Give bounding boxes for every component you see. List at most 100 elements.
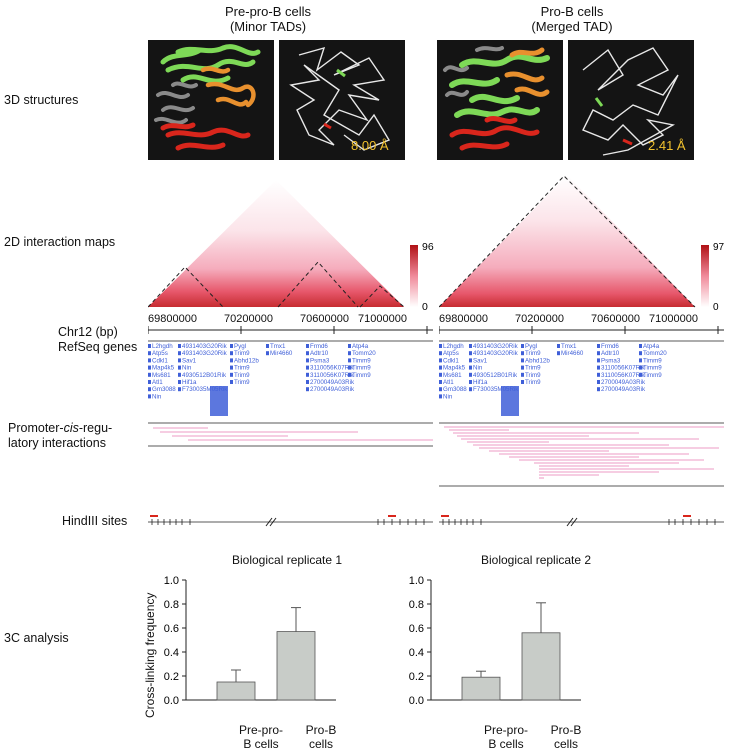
right-tick-2: 70200000 <box>515 313 564 325</box>
left-gene-block <box>148 351 151 356</box>
chart2-cat1-label: Pre-pro- B cells <box>476 723 536 751</box>
left-gene-label: 3110056K07Rik <box>310 372 354 379</box>
left-gene-label: Ms681 <box>152 372 171 379</box>
left-gene-block <box>266 351 269 356</box>
right-gene-label: Map4k5 <box>443 365 466 372</box>
left-gene-label: Trim9 <box>234 379 250 386</box>
right-colorbar-min: 0 <box>713 302 719 313</box>
label-2d-maps: 2D interaction maps <box>4 235 116 249</box>
chart1-cat2-label: Pro-B cells <box>291 723 351 751</box>
left-gene-label: Nin <box>182 365 192 372</box>
left-gene-label: F730035M05Rik <box>182 386 228 393</box>
chart2-ytick-label: 0.6 <box>409 623 424 635</box>
right-gene-label: Timm9 <box>643 365 662 372</box>
left-gene-label: Timm9 <box>352 357 371 364</box>
chart1-cat2-line1: Pro-B <box>305 723 337 737</box>
chart2-ytick-label: 1.0 <box>409 575 424 587</box>
chart2-bar-2 <box>521 632 561 701</box>
chart2-plot: 0.0 0.2 0.4 0.6 0.8 1.0 <box>409 575 581 707</box>
left-gene-block <box>306 380 309 384</box>
right-gene-label: Ms681 <box>443 372 462 379</box>
left-gene-label: Trim9 <box>234 372 250 379</box>
left-title-line1: Pre-pro-B cells <box>225 4 311 19</box>
promoter-line2: latory interactions <box>8 436 106 450</box>
left-gene-block <box>230 351 233 356</box>
left-gene-block <box>306 358 309 363</box>
right-gene-label: Timm9 <box>643 372 662 379</box>
left-gene-block <box>230 365 233 370</box>
right-gene-block <box>521 358 524 363</box>
right-gene-label: Nin <box>443 393 453 400</box>
right-gene-block <box>597 365 600 370</box>
chart2-cat2-line2: cells <box>553 737 578 751</box>
right-gene-block <box>557 351 560 356</box>
right-gene-block <box>521 344 524 348</box>
left-trace-structure: 8.00 Å <box>279 40 405 160</box>
left-gene-label: Timm9 <box>352 365 371 372</box>
promoter-cis: cis <box>63 421 79 435</box>
left-gene-block <box>348 351 351 356</box>
right-gene-label: L2hgdh <box>443 343 464 350</box>
left-gene-label: Mir4660 <box>270 350 293 357</box>
chart2-cat1-line1: Pre-pro- <box>483 723 528 737</box>
right-gene-label: Gm3088 <box>443 386 467 393</box>
left-gene-block <box>178 380 181 384</box>
left-gene-label: Cdkl1 <box>152 357 168 364</box>
left-gene-label: 4930512B01Rik <box>182 372 227 379</box>
left-gene-label: Nin <box>152 393 162 400</box>
right-gene-block <box>469 351 472 356</box>
chart2-cat1-line2: B cells <box>488 737 524 751</box>
right-gene-block <box>469 358 472 363</box>
right-colorbar-max: 97 <box>713 242 725 253</box>
left-ribbon-structure <box>148 40 274 160</box>
left-gene-label: Frmd6 <box>310 343 328 350</box>
chart1-cat1-line2: B cells <box>243 737 279 751</box>
left-gene-block <box>348 372 351 377</box>
right-rmsd-value: 2.41 Å <box>648 138 686 153</box>
left-gene-block <box>306 387 309 392</box>
left-gene-label: Pygl <box>234 343 246 350</box>
left-gene-block <box>306 372 309 377</box>
right-gene-block <box>521 372 524 377</box>
right-gene-block <box>639 344 642 348</box>
left-gene-label: Psma3 <box>310 357 330 364</box>
right-gene-label: 2700049A03Rik <box>601 386 646 393</box>
right-gene-label: 4931403G20Rik <box>473 350 519 357</box>
left-gene-block <box>266 344 269 348</box>
right-tick-3: 70600000 <box>591 313 640 325</box>
right-gene-block <box>597 380 600 384</box>
left-gene-label: Trim9 <box>234 350 250 357</box>
left-colorbar-min: 0 <box>422 301 428 313</box>
right-gene-block <box>597 344 600 348</box>
chart2-ytick-label: 0.4 <box>409 647 424 659</box>
chart1-bar-1 <box>216 681 256 701</box>
right-gene-block <box>439 387 442 392</box>
right-gene-tracks: L2hgdhAtp5sCdkl1Map4k5Ms681Atl1Gm3088Nin… <box>439 326 724 487</box>
right-gene-block <box>439 358 442 363</box>
chart2-title: Biological replicate 2 <box>481 553 592 567</box>
promoter-suffix: -regu- <box>78 421 113 435</box>
left-gene-block <box>148 387 151 392</box>
right-gene-block <box>439 344 442 348</box>
right-gene-label: Timm9 <box>643 357 662 364</box>
right-gene-label: Atp5s <box>443 350 459 357</box>
right-column-title: Pro-B cells (Merged TAD) <box>452 4 692 34</box>
right-gene-block <box>557 344 560 348</box>
chart2-ytick-label: 0.0 <box>409 695 424 707</box>
left-gene-label: Abhd12b <box>234 357 259 364</box>
right-gene-label: 3110056K07Rik <box>601 372 645 379</box>
promoter-prefix: Promoter- <box>8 421 64 435</box>
label-chr12: Chr12 (bp) <box>58 325 118 339</box>
label-refseq: RefSeq genes <box>58 340 138 354</box>
right-title-line1: Pro-B cells <box>540 4 604 19</box>
right-gene-block <box>597 358 600 363</box>
left-gene-block <box>230 380 233 384</box>
right-trace-structure: 2.41 Å <box>568 40 694 160</box>
right-gene-block <box>639 372 642 377</box>
chart1-ytick-label: 0.8 <box>164 599 179 611</box>
left-colorbar-max: 96 <box>422 241 434 253</box>
right-tick-4: 71000000 <box>649 313 698 325</box>
left-gene-label: Sav1 <box>182 357 197 364</box>
right-gene-label: Psma3 <box>601 357 621 364</box>
label-3d-structures: 3D structures <box>4 93 79 107</box>
